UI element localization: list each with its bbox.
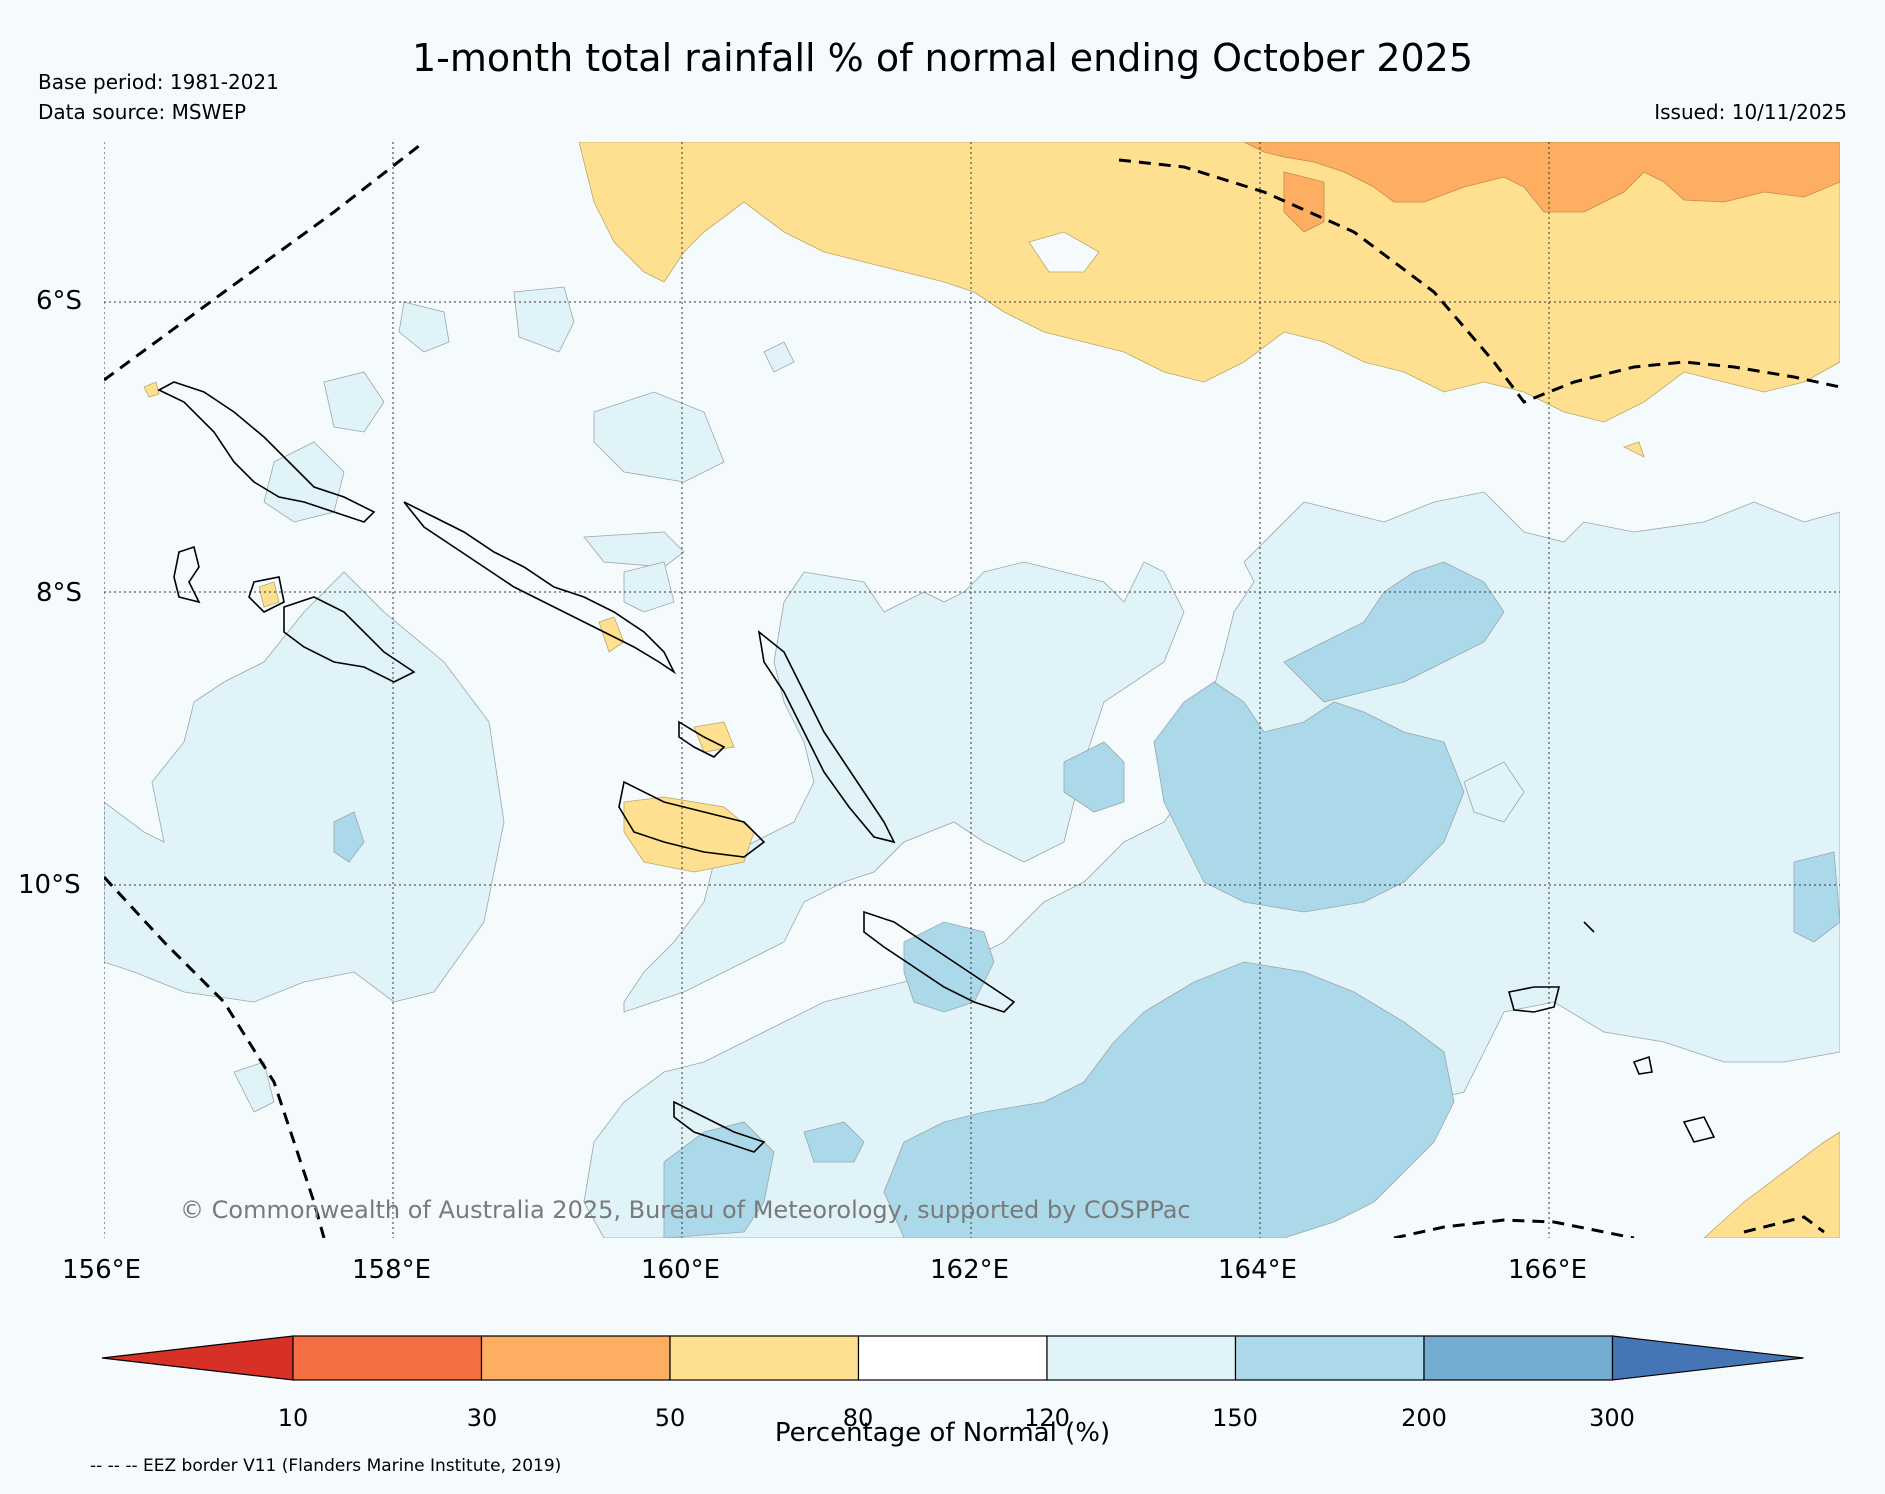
copyright-notice: © Commonwealth of Australia 2025, Bureau… [180, 1196, 1191, 1224]
colorbar-tick-200: 200 [1401, 1404, 1447, 1432]
rainfall-120-150-regions [104, 286, 1840, 1238]
map-title: 1-month total rainfall % of normal endin… [411, 36, 1474, 80]
map-gridlines [104, 142, 1840, 1238]
eez-borders [104, 142, 1840, 1238]
eez-border-footnote: -- -- -- EEZ border V11 (Flanders Marine… [90, 1456, 562, 1476]
latitude-label-8s: 8°S [36, 578, 83, 608]
longitude-label-166e: 166°E [1508, 1255, 1588, 1285]
colorbar-tick-120: 120 [1024, 1404, 1070, 1432]
colorbar [101, 1335, 1804, 1381]
colorbar-segment [857, 1335, 1048, 1381]
colorbar-tick-80: 80 [842, 1404, 874, 1432]
colorbar-segment [669, 1335, 860, 1381]
colorbar-segment [480, 1335, 671, 1381]
colorbar-tick-10: 10 [277, 1404, 309, 1432]
colorbar-segment [1234, 1335, 1425, 1381]
rainfall-map [104, 142, 1840, 1238]
colorbar-segment-high-extend [1611, 1335, 1804, 1381]
coastlines [157, 381, 1716, 1153]
latitude-label-6s: 6°S [36, 286, 83, 316]
colorbar-segment [1423, 1335, 1614, 1381]
data-source-text: Data source: MSWEP [38, 100, 247, 124]
rainfall-150-200-regions [333, 561, 1840, 1238]
colorbar-segment [1046, 1335, 1237, 1381]
rainfall-30-50-regions [1243, 142, 1840, 233]
longitude-label-156e: 156°E [62, 1255, 142, 1285]
colorbar-tick-300: 300 [1589, 1404, 1635, 1432]
colorbar-tick-50: 50 [654, 1404, 686, 1432]
longitude-label-158e: 158°E [352, 1255, 432, 1285]
colorbar-tick-150: 150 [1212, 1404, 1258, 1432]
longitude-label-164e: 164°E [1218, 1255, 1298, 1285]
colorbar-segment-low-extend [101, 1335, 294, 1381]
longitude-label-160e: 160°E [641, 1255, 721, 1285]
latitude-label-10s: 10°S [18, 870, 81, 900]
longitude-label-162e: 162°E [930, 1255, 1010, 1285]
colorbar-segment [292, 1335, 483, 1381]
colorbar-tick-30: 30 [466, 1404, 498, 1432]
colorbar-title: Percentage of Normal (%) [774, 1418, 1111, 1448]
rainfall-map-svg [104, 142, 1840, 1238]
base-period-text: Base period: 1981-2021 [38, 70, 279, 94]
issued-date-text: Issued: 10/11/2025 [1654, 100, 1847, 124]
